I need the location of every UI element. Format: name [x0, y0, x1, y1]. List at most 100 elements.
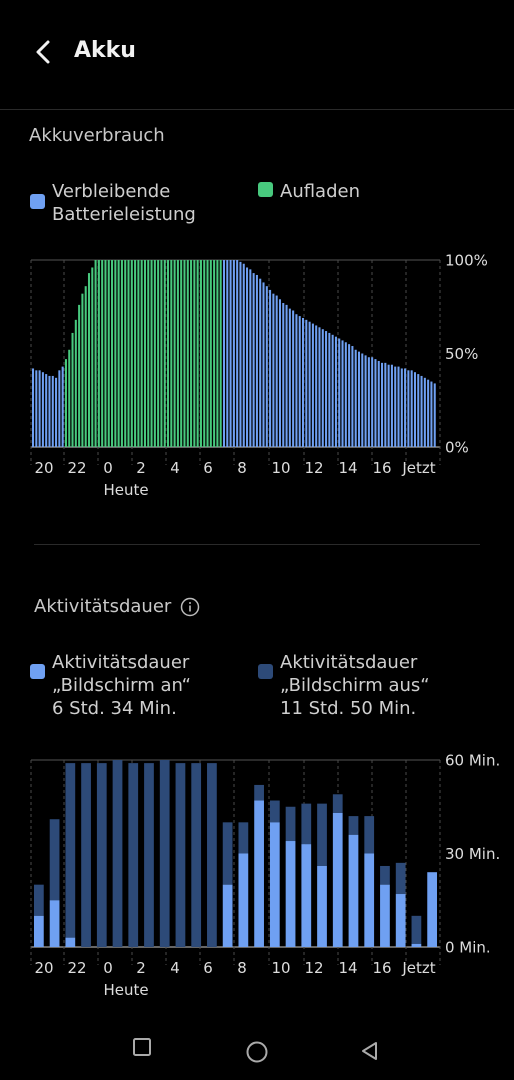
screen-on-bar — [301, 844, 312, 947]
back-arrow-icon[interactable] — [30, 36, 58, 68]
battery-bar — [255, 274, 258, 447]
battery-xtick-label: 22 — [67, 459, 86, 477]
battery-bar — [107, 260, 110, 447]
battery-xtick-label: 16 — [372, 459, 391, 477]
battery-bar — [331, 334, 334, 447]
battery-bar — [137, 260, 140, 447]
battery-bar — [404, 368, 407, 447]
battery-bar — [203, 260, 206, 447]
legend-screen-off-label: Aktivitätsdauer „Bildschirm aus“ 11 Std.… — [280, 651, 430, 720]
battery-bar — [381, 362, 384, 447]
legend-screen-on-value: 6 Std. 34 Min. — [52, 698, 177, 719]
battery-bar — [101, 260, 104, 447]
battery-bar — [384, 362, 387, 447]
recents-square-icon[interactable] — [131, 1036, 153, 1058]
battery-bar — [173, 260, 176, 447]
battery-chart[interactable]: 100% 50% 0% 20 22 0 2 4 6 8 10 12 14 16 Jetzt Heute — [0, 240, 514, 510]
battery-xtick-label: 0 — [103, 459, 113, 477]
battery-bar — [239, 261, 242, 447]
back-triangle-icon[interactable] — [359, 1040, 381, 1062]
screen-on-bar — [395, 894, 406, 947]
activity-ylabel: 30 Min. — [445, 845, 500, 863]
battery-bar — [84, 286, 87, 447]
info-icon[interactable] — [180, 597, 200, 617]
battery-bar — [427, 379, 430, 447]
battery-bar — [308, 321, 311, 447]
battery-bar — [394, 366, 397, 447]
battery-bar — [38, 370, 41, 447]
activity-xtick-label: 12 — [304, 959, 323, 977]
battery-bar — [114, 260, 117, 447]
battery-bar — [157, 260, 160, 447]
screen-on-bar — [65, 937, 76, 947]
legend-screen-on-label: Aktivitätsdauer „Bildschirm an“ 6 Std. 3… — [52, 651, 191, 720]
battery-xtick-label: 6 — [203, 459, 213, 477]
legend-charging-label: Aufladen — [280, 181, 360, 202]
battery-bar — [295, 314, 298, 447]
battery-bar — [222, 260, 226, 447]
battery-bar — [32, 368, 35, 447]
activity-ylabel: 60 Min. — [445, 752, 500, 770]
battery-bar — [371, 357, 374, 447]
screen-off-bar — [238, 822, 249, 854]
activity-xtick-label: 0 — [103, 959, 113, 977]
header-divider — [0, 109, 514, 110]
screen-off-bar — [112, 760, 123, 947]
screen-off-bar — [301, 803, 312, 845]
battery-bar — [334, 336, 337, 447]
battery-bar — [41, 372, 44, 447]
screen-off-bar — [81, 763, 91, 947]
battery-bar — [325, 331, 328, 447]
activity-chart[interactable]: 60 Min. 30 Min. 0 Min. 20 22 0 2 4 6 8 10 12 14 16 Jet… — [0, 740, 514, 1010]
screen-off-bar — [269, 800, 280, 823]
activity-xtick-label: 6 — [203, 959, 213, 977]
screen-off-bar — [207, 763, 217, 947]
screen-on-bar — [254, 800, 264, 947]
legend-remaining-line1: Verbleibende — [52, 181, 171, 202]
screen-on-bar — [238, 853, 249, 947]
battery-bar — [278, 299, 281, 447]
battery-bar — [160, 260, 163, 447]
screen-on-bar — [33, 915, 44, 947]
screen-off-bar — [364, 816, 375, 854]
battery-bar — [302, 317, 305, 447]
battery-bar — [55, 377, 58, 447]
battery-bar — [387, 364, 390, 447]
legend-remaining-line2: Batterieleistung — [52, 204, 196, 225]
activity-xtick-label: 10 — [271, 959, 290, 977]
battery-bar — [150, 260, 153, 447]
battery-bar — [190, 260, 193, 447]
battery-xtick-label: 4 — [170, 459, 180, 477]
battery-bar — [318, 327, 321, 447]
battery-bar — [226, 260, 229, 447]
home-circle-icon[interactable] — [245, 1040, 269, 1064]
screen-on-bar — [317, 865, 327, 947]
battery-bar — [315, 325, 318, 447]
battery-xtick-label: Jetzt — [401, 459, 435, 477]
battery-ylabel: 50% — [445, 345, 478, 363]
activity-xtick-label: 4 — [170, 959, 180, 977]
screen-on-bar — [285, 841, 296, 947]
battery-bar — [143, 260, 146, 447]
battery-bar — [265, 286, 268, 447]
battery-bar — [262, 282, 265, 447]
battery-bar — [259, 278, 262, 447]
legend-screen-off-line2: „Bildschirm aus“ — [280, 675, 430, 696]
usage-section-title: Akkuverbrauch — [29, 125, 165, 146]
battery-bar — [48, 375, 51, 447]
battery-bar — [71, 332, 74, 447]
battery-bar — [117, 260, 120, 447]
battery-bar — [292, 310, 295, 447]
legend-screen-on-line2: „Bildschirm an“ — [52, 675, 191, 696]
screen-off-bar — [254, 784, 264, 801]
battery-bar — [311, 323, 314, 447]
legend-screen-on-line1: Aktivitätsdauer — [52, 652, 190, 673]
screen-off-bar — [395, 862, 406, 895]
battery-bar — [417, 374, 420, 447]
screen-on-bar — [364, 853, 375, 947]
activity-xtick-label: 8 — [237, 959, 247, 977]
battery-bar — [153, 260, 156, 447]
screen-off-bar — [128, 763, 139, 947]
battery-xtick-label: 14 — [338, 459, 357, 477]
battery-bar — [410, 370, 413, 447]
